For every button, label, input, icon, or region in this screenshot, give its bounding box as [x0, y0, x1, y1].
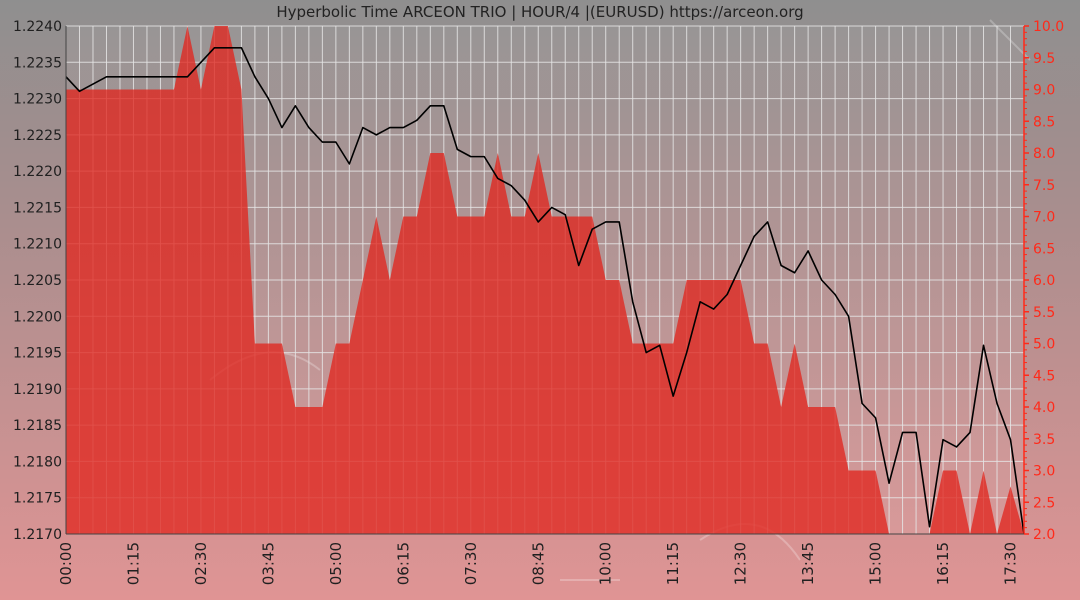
- right-tick-label: 6.0: [1033, 273, 1055, 289]
- right-tick-label: 4.0: [1033, 400, 1055, 416]
- left-tick-label: 1.2200: [13, 309, 62, 325]
- x-tick-label: 10:00: [597, 542, 615, 585]
- right-tick-label: 7.0: [1033, 210, 1055, 226]
- x-tick-label: 11:15: [664, 542, 682, 585]
- x-tick-label: 13:45: [799, 542, 817, 585]
- right-tick-label: 3.0: [1033, 464, 1055, 480]
- x-axis-ticks: 00:00 01:15 02:30 03:45 05:00 06:15 07:30 08:45…: [57, 542, 1020, 585]
- left-tick-label: 1.2185: [13, 418, 62, 434]
- chart-title: Hyperbolic Time ARCEON TRIO | HOUR/4 |(E…: [276, 3, 803, 21]
- x-tick-label: 06:15: [394, 542, 412, 585]
- indicator-area: [66, 26, 1024, 534]
- right-tick-label: 2.5: [1033, 495, 1055, 511]
- left-tick-label: 1.2170: [13, 527, 62, 543]
- right-tick-label: 2.0: [1033, 527, 1055, 543]
- x-tick-label: 17:30: [1002, 542, 1020, 585]
- left-tick-label: 1.2195: [13, 346, 62, 362]
- left-tick-label: 1.2190: [13, 382, 62, 398]
- right-tick-label: 10.0: [1033, 19, 1064, 35]
- x-tick-label: 00:00: [57, 542, 75, 585]
- right-tick-label: 8.0: [1033, 146, 1055, 162]
- left-tick-label: 1.2235: [13, 55, 62, 71]
- x-tick-label: 15:00: [867, 542, 885, 585]
- indicator-area-shape: [66, 26, 1024, 534]
- left-tick-label: 1.2215: [13, 200, 62, 216]
- right-tick-label: 3.5: [1033, 432, 1055, 448]
- x-tick-label: 03:45: [259, 542, 277, 585]
- price-line: [65, 46, 1025, 535]
- x-tick-label: 01:15: [124, 542, 142, 585]
- x-tick-label: 07:30: [462, 542, 480, 585]
- left-tick-label: 1.2175: [13, 491, 62, 507]
- x-tick-label: 08:45: [529, 542, 547, 585]
- left-tick-label: 1.2240: [13, 19, 62, 35]
- left-tick-label: 1.2225: [13, 128, 62, 144]
- right-tick-label: 4.5: [1033, 368, 1055, 384]
- right-tick-label: 7.5: [1033, 178, 1055, 194]
- left-tick-label: 1.2220: [13, 164, 62, 180]
- left-axis-ticks: 1.2240 1.2235 1.2230 1.2225 1.2220 1.2215 1.22…: [13, 19, 62, 543]
- left-tick-label: 1.2230: [13, 92, 62, 108]
- right-tick-label: 5.0: [1033, 337, 1055, 353]
- right-tick-label: 9.0: [1033, 83, 1055, 99]
- left-tick-label: 1.2180: [13, 454, 62, 470]
- x-tick-label: 02:30: [192, 542, 210, 585]
- right-tick-label: 5.5: [1033, 305, 1055, 321]
- x-tick-label: 12:30: [732, 542, 750, 585]
- x-tick-label: 16:15: [934, 542, 952, 585]
- left-tick-label: 1.2210: [13, 237, 62, 253]
- right-tick-label: 9.5: [1033, 51, 1055, 67]
- price-line-path: [65, 46, 1025, 535]
- left-tick-label: 1.2205: [13, 273, 62, 289]
- right-tick-label: 6.5: [1033, 241, 1055, 257]
- right-axis-ticks: 10.0 9.5 9.0 8.5 8.0 7.5 7.0 6.5 6.0 5.5 5.0 4.5 4.0…: [1024, 19, 1064, 543]
- right-tick-label: 8.5: [1033, 114, 1055, 130]
- x-tick-label: 05:00: [327, 542, 345, 585]
